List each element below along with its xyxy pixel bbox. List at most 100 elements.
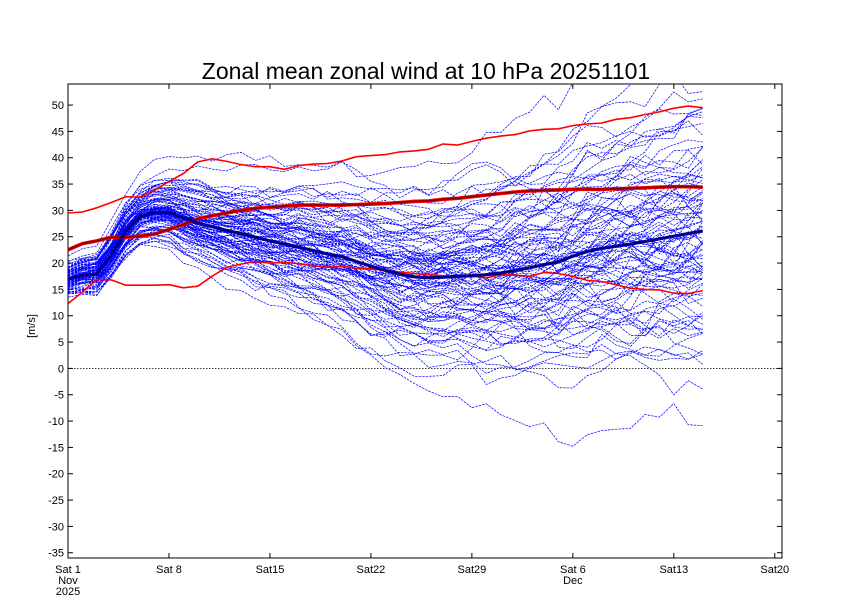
ensemble-member-line (68, 229, 703, 329)
series-group (68, 84, 704, 447)
ensemble-member-line (68, 243, 703, 447)
plot-area: 50454035302520151050-5-10-15-20-25-30-35… (48, 83, 789, 598)
ensemble-member-line (68, 214, 703, 316)
y-tick-label: -5 (54, 390, 64, 402)
ensemble-member-line (68, 146, 703, 268)
y-tick-label: 35 (52, 179, 64, 191)
ensemble-member-line (68, 206, 703, 280)
ensemble-member-line (68, 139, 703, 274)
y-tick-label: -10 (48, 416, 64, 428)
ensemble-member-line (68, 211, 703, 290)
y-tick-label: 25 (52, 232, 64, 244)
ensemble-member-line (68, 200, 703, 271)
x-tick-label: Sat29 (458, 564, 487, 576)
ensemble-member-line (68, 91, 703, 269)
ensemble-member-line (68, 159, 703, 274)
x-tick-label: Sat22 (357, 564, 386, 576)
ensemble-member-line (68, 233, 703, 389)
y-tick-label: 50 (52, 100, 64, 112)
ensemble-member-line (68, 111, 703, 271)
x-tick-label: Nov (58, 575, 78, 587)
climatology-max-line (68, 105, 703, 214)
ensemble-member-line (68, 199, 703, 275)
ensemble-member-line (68, 231, 703, 352)
ensemble-member-line (68, 227, 703, 337)
y-tick-label: 20 (52, 258, 64, 270)
x-tick-label: Sat13 (659, 564, 688, 576)
y-tick-label: 5 (58, 337, 64, 349)
ensemble-member-line (68, 208, 703, 290)
ensemble-member-line (68, 230, 703, 346)
ensemble-member-line (68, 191, 703, 279)
ensemble-member-line (68, 113, 703, 265)
y-tick-label: -20 (48, 469, 64, 481)
climatology-mean-line (68, 185, 703, 251)
y-axis-label: [m/s] (26, 314, 38, 338)
ensemble-member-line (68, 193, 703, 276)
ensemble-member-line (68, 215, 703, 303)
x-tick-label: Sat20 (760, 564, 789, 576)
ensemble-member-line (68, 197, 704, 275)
ensemble-member-line (68, 238, 703, 374)
ensemble-member-line (68, 159, 703, 272)
ensemble-member-line (68, 231, 703, 341)
chart-title: Zonal mean zonal wind at 10 hPa 20251101 (202, 58, 650, 84)
ensemble-member-line (68, 240, 703, 385)
y-tick-label: 0 (58, 363, 64, 375)
ensemble-member-line (68, 173, 703, 272)
ensemble-member-line (68, 216, 703, 307)
ensemble-member-line (68, 182, 703, 276)
y-tick-label: 30 (52, 205, 64, 217)
ensemble-member-line (68, 166, 703, 271)
ensemble-member-line (68, 236, 703, 396)
x-tick-label: Sat 6 (560, 564, 586, 576)
ensemble-member-line (68, 219, 703, 312)
y-tick-label: 15 (52, 284, 64, 296)
ensemble-member-line (68, 188, 703, 273)
ensemble-member-line (68, 229, 703, 332)
ensemble-member-line (68, 202, 703, 282)
ensemble-member-line (68, 205, 703, 285)
ensemble-member-line (68, 174, 703, 279)
ensemble-member-line (68, 217, 703, 325)
ensemble-member-line (68, 234, 703, 314)
plot-frame (67, 83, 783, 559)
ensemble-member-line (68, 215, 703, 311)
ensemble-member-line (68, 226, 703, 348)
y-tick-label: -15 (48, 442, 64, 454)
ensemble-member-line (68, 211, 703, 278)
y-tick-label: 40 (52, 153, 64, 165)
ensemble-member-line (68, 84, 632, 262)
ensemble-member-line (68, 116, 703, 268)
x-tick-label: Dec (563, 575, 583, 587)
x-tick-label: Sat 8 (156, 564, 182, 576)
ensemble-member-line (68, 216, 703, 330)
y-tick-label: 10 (52, 311, 64, 323)
ensemble-member-line (68, 219, 703, 316)
ensemble-member-line (68, 206, 703, 280)
y-tick-label: -30 (48, 521, 64, 533)
ensemble-member-line (68, 218, 703, 288)
ensemble-member-line (68, 234, 703, 349)
ensemble-member-line (68, 174, 703, 276)
y-tick-label: -25 (48, 495, 64, 507)
ensemble-member-line (68, 192, 703, 278)
ensemble-member-line (68, 207, 703, 274)
ensemble-member-line (68, 214, 703, 285)
ensemble-member-line (68, 84, 573, 257)
ensemble-member-line (68, 120, 703, 271)
x-tick-label: Sat15 (256, 564, 285, 576)
ensemble-member-line (68, 219, 703, 301)
ensemble-member-line (68, 240, 703, 365)
ensemble-member-line (68, 205, 703, 303)
x-tick-label: Sat 1 (55, 564, 81, 576)
ensemble-member-line (68, 208, 703, 285)
ensemble-member-line (68, 215, 703, 296)
ensemble-member-line (68, 168, 703, 276)
ensemble-mean-line (68, 210, 703, 281)
y-tick-label: -35 (48, 548, 64, 560)
ensemble-member-line (68, 108, 703, 268)
ensemble-member-line (68, 210, 703, 331)
ensemble-member-line (68, 201, 703, 282)
